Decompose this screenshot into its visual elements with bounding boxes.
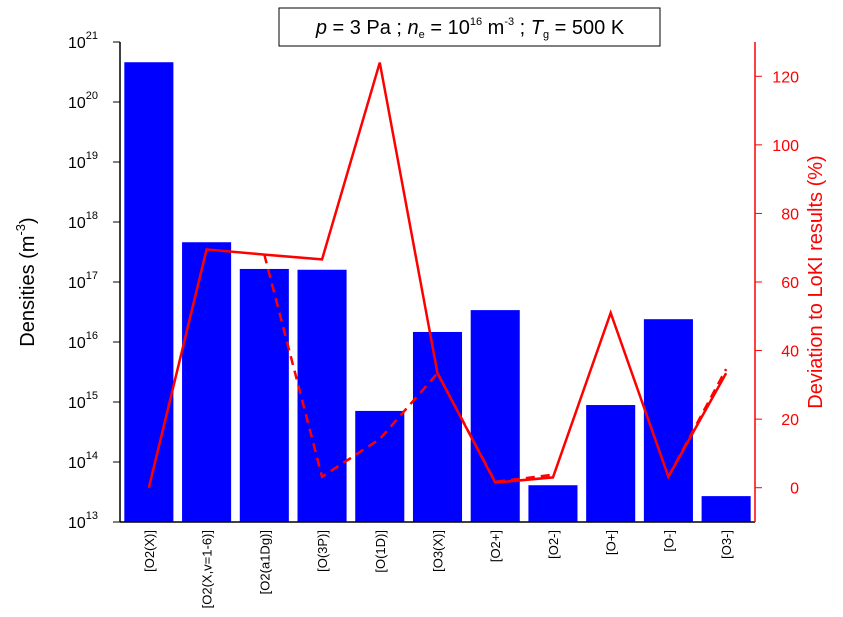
y-tick-label: 1015	[68, 390, 98, 412]
x-tick-label: [O3(X)]	[431, 530, 446, 572]
line-series	[263, 254, 728, 484]
y-axis-label: Densities (m-3)	[13, 217, 39, 346]
bar	[182, 242, 232, 522]
y-tick-base: 10	[68, 455, 86, 472]
y-tick-exponent: 21	[86, 30, 98, 42]
bar	[586, 405, 636, 522]
x-tick-label: [O+]	[604, 530, 619, 555]
y-tick-label: 1013	[68, 510, 98, 532]
y-tick-exponent: 18	[86, 210, 98, 222]
y-tick-label: 1014	[68, 450, 98, 472]
x-tick-label: [O(1D)]	[373, 530, 388, 573]
y-tick-base: 10	[68, 35, 86, 52]
y-tick-exponent: 14	[86, 450, 98, 462]
bar	[412, 331, 463, 522]
x-tick-label: [O2(X)]	[142, 530, 157, 572]
title-box	[278, 7, 661, 47]
bar	[643, 319, 693, 522]
y-tick-base: 10	[68, 95, 86, 112]
y-tick-exponent: 13	[86, 510, 98, 522]
bar	[297, 269, 347, 522]
y-tick-base: 10	[68, 215, 86, 232]
x-tick-label: [O2-]	[546, 530, 561, 559]
y-tick-label: 1018	[68, 210, 98, 232]
x-tick-label: [O2(X,v=1-6)]	[200, 530, 215, 608]
y-tick-label: 1016	[68, 330, 98, 352]
y2-tick-label: 80	[781, 206, 799, 223]
bar	[701, 496, 751, 522]
y-tick-label: 1019	[68, 150, 98, 172]
y2-tick-label: 0	[790, 481, 799, 498]
y-tick-base: 10	[68, 515, 86, 532]
y2-tick-label: 120	[772, 69, 799, 86]
bar	[124, 62, 174, 523]
y-tick-exponent: 17	[86, 270, 98, 282]
y-tick-base: 10	[68, 395, 86, 412]
bar	[528, 485, 578, 522]
y-tick-base: 10	[68, 335, 86, 352]
x-tick-label: [O(3P)]	[315, 530, 330, 572]
y2-tick-label: 40	[781, 344, 799, 361]
y-tick-label: 1020	[68, 90, 98, 112]
bar	[355, 410, 405, 522]
y-tick-exponent: 20	[86, 90, 98, 102]
y2-tick-label: 100	[772, 138, 799, 155]
x-tick-label: [O-]	[661, 530, 676, 552]
chart-title: p = 3 Pa ; ne = 1016 m-3 ; Tg = 500 K	[315, 16, 625, 41]
bar	[470, 310, 520, 522]
x-tick-label: [O3-]	[719, 530, 734, 559]
y-tick-exponent: 15	[86, 390, 98, 402]
x-tick-label: [O2(a1Dg)]	[257, 530, 272, 594]
y-tick-label: 1017	[68, 270, 98, 292]
y2-tick-label: 20	[781, 412, 799, 429]
y-tick-exponent: 19	[86, 150, 98, 162]
y2-tick-label: 60	[781, 275, 799, 292]
x-tick-label: [O2+]	[488, 530, 503, 562]
y-tick-exponent: 16	[86, 330, 98, 342]
line-series	[147, 62, 728, 489]
y-tick-base: 10	[68, 275, 86, 292]
bar	[239, 268, 289, 522]
y-tick-base: 10	[68, 155, 86, 172]
y-tick-label: 1021	[68, 30, 98, 52]
y2-axis-label: Deviation to LoKI results (%)	[805, 155, 827, 408]
